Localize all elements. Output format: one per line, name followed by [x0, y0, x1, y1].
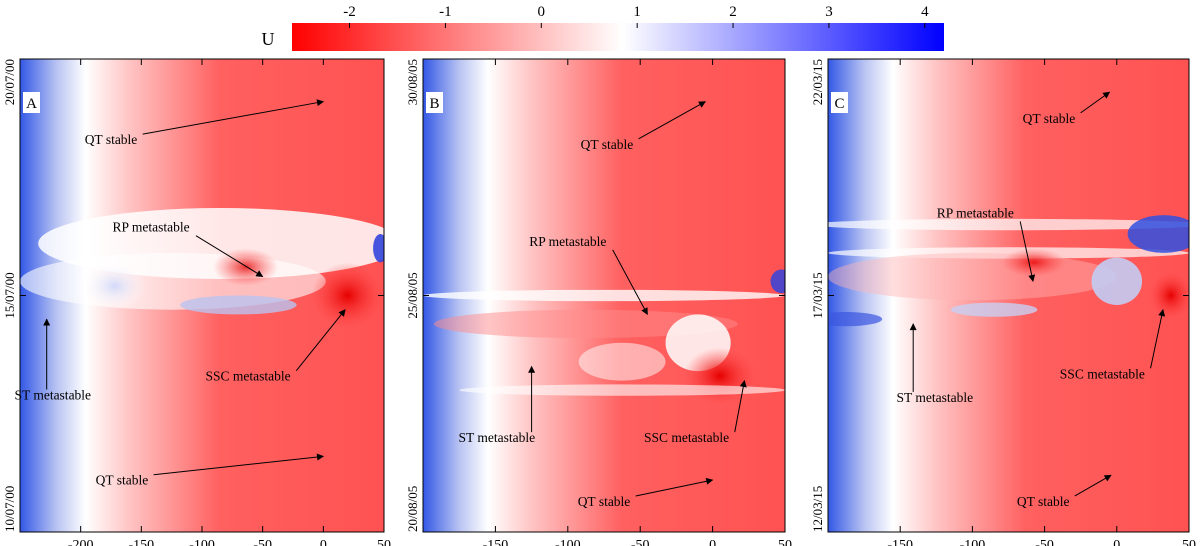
panel-letter: A [26, 96, 37, 112]
annotation-arrow [195, 235, 264, 278]
y-tick-label: 22/03/15 [810, 59, 825, 105]
y-tick-label: 25/08/05 [405, 272, 420, 318]
annotation-label: QT stable [581, 137, 634, 152]
y-tick-label: 15/07/00 [2, 272, 17, 318]
annotation-label: RP metastable [112, 220, 189, 235]
annotation-label: QT stable [85, 132, 138, 147]
heatmap-region [1149, 271, 1189, 320]
annotation-arrow [1019, 221, 1036, 282]
heatmap-region [423, 289, 785, 302]
panel-a: A-200-150-100-50050SYM-H >200 min10/07/0… [2, 58, 391, 546]
annotation-label: ST metastable [897, 390, 974, 405]
x-tick-label: 50 [377, 538, 391, 546]
heatmap-field [423, 59, 785, 532]
annotation-label: RP metastable [529, 234, 606, 249]
panel-b: B-150-100-50050SYM-H >200 min20/08/0525/… [405, 58, 792, 546]
annotation-label: QT stable [1017, 494, 1070, 509]
colorbar-tick-label: 1 [633, 4, 641, 20]
annotation-label: ST metastable [459, 430, 536, 445]
colorbar-tick-label: -1 [439, 4, 452, 20]
heatmap-region [683, 347, 757, 405]
heatmap-region [212, 248, 279, 287]
heatmap-field [20, 59, 384, 532]
annotation-label: SSC metastable [644, 430, 729, 445]
annotation-label: SSC metastable [206, 369, 291, 384]
colorbar-tick-label: 4 [921, 4, 929, 20]
annotation-arrow [734, 379, 747, 433]
x-tick-label: 0 [320, 538, 327, 546]
annotation-arrow [1150, 309, 1166, 369]
heatmap-region [459, 384, 785, 396]
x-tick-label: 0 [1113, 538, 1120, 546]
x-tick-label: 50 [1182, 538, 1196, 546]
x-tick-label: -100 [555, 538, 581, 546]
heatmap-region [828, 252, 1117, 301]
x-tick-label: -50 [253, 538, 272, 546]
panels: A-200-150-100-50050SYM-H >200 min10/07/0… [2, 58, 1196, 546]
x-tick-label: -150 [887, 538, 913, 546]
heatmap-region [828, 218, 1189, 231]
x-tick-label: -100 [960, 538, 986, 546]
panel-letter-box [831, 92, 848, 113]
annotation-arrow [295, 309, 346, 371]
panel-letter-box [426, 92, 443, 113]
heatmap-region [578, 342, 666, 381]
y-tick-label: 20/07/00 [2, 59, 17, 105]
annotation-label: SSC metastable [1060, 366, 1145, 381]
x-tick-label: -150 [483, 538, 509, 546]
annotation-label: ST metastable [14, 388, 91, 403]
colorbar-ticks: -2 -1 0 1 2 3 4 [343, 4, 929, 28]
heatmap-region [180, 295, 297, 315]
panel-letter: B [429, 96, 439, 112]
annotation-label: QT stable [578, 494, 631, 509]
y-tick-label: 20/08/05 [405, 486, 420, 532]
heatmap-region [1091, 257, 1143, 305]
x-tick-label: -100 [189, 538, 215, 546]
annotation-arrow [153, 453, 325, 476]
heatmap-region [828, 247, 1189, 259]
x-tick-label: -50 [631, 538, 650, 546]
x-tick-label: -200 [68, 538, 94, 546]
colorbar-tick-label: 2 [729, 4, 737, 20]
annotation-label: QT stable [96, 473, 149, 488]
heatmap-region [1001, 248, 1067, 277]
y-tick-label: 10/07/00 [2, 486, 17, 532]
x-tick-label: -150 [128, 538, 154, 546]
annotation-arrow [635, 477, 714, 497]
heatmap-region [770, 269, 785, 294]
colorbar: U -2 -1 0 1 2 3 4 [262, 4, 944, 51]
colorbar-tick-label: -2 [343, 4, 356, 20]
x-tick-label: 50 [778, 538, 792, 546]
colorbar-gradient [292, 23, 944, 51]
panel-c: C-150-100-50050SYM-H >200 min12/03/1517/… [810, 58, 1196, 546]
heatmap-region [950, 302, 1038, 317]
annotation-arrow [1074, 474, 1112, 497]
annotation-arrow [142, 99, 325, 135]
heatmap-region [433, 309, 738, 339]
y-tick-label: 30/08/05 [405, 59, 420, 105]
panel-letter-box [23, 92, 40, 113]
colorbar-tick-label: 3 [825, 4, 833, 20]
annotation-arrow [1080, 91, 1111, 114]
panel-letter: C [834, 96, 844, 112]
heatmap-region [828, 312, 883, 327]
annotation-label: QT stable [1023, 111, 1076, 126]
annotation-arrow [612, 249, 648, 316]
annotation-label: RP metastable [937, 205, 1014, 220]
colorbar-label: U [262, 29, 275, 49]
heatmap-region [1127, 215, 1189, 253]
heatmap-region [311, 262, 384, 329]
x-tick-label: -50 [1035, 538, 1054, 546]
y-tick-label: 12/03/15 [810, 486, 825, 532]
colorbar-tick-label: 0 [538, 4, 546, 20]
y-tick-label: 17/03/15 [810, 272, 825, 318]
heatmap-field [828, 59, 1189, 532]
annotation-arrow [638, 101, 706, 140]
heatmap-region [373, 234, 384, 263]
x-tick-label: 0 [709, 538, 716, 546]
